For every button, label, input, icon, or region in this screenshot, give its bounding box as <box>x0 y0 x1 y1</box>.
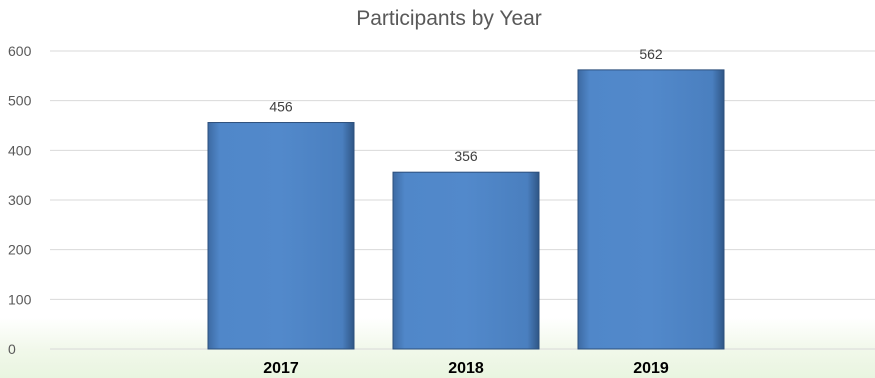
data-labels: 456 356 562 <box>269 46 663 164</box>
bar-2018 <box>392 171 540 350</box>
y-tick-label: 0 <box>8 341 16 357</box>
bars <box>207 69 725 350</box>
bar-2017 <box>207 122 355 350</box>
data-label-2017: 456 <box>269 99 293 115</box>
y-tick-label: 300 <box>8 192 32 208</box>
y-tick-label: 200 <box>8 242 32 258</box>
y-axis-ticks: 0 100 200 300 400 500 600 <box>8 43 32 357</box>
x-tick-label-2019: 2019 <box>633 360 669 377</box>
data-label-2019: 562 <box>639 46 663 62</box>
x-axis-ticks: 2017 2018 2019 <box>263 360 669 377</box>
x-tick-label-2018: 2018 <box>448 360 484 377</box>
bar-2019 <box>577 69 725 350</box>
y-tick-label: 600 <box>8 43 32 59</box>
y-tick-label: 500 <box>8 93 32 109</box>
data-label-2018: 356 <box>454 148 478 164</box>
x-tick-label-2017: 2017 <box>263 360 299 377</box>
y-tick-label: 400 <box>8 142 32 158</box>
chart-title: Participants by Year <box>356 7 542 30</box>
y-tick-label: 100 <box>8 291 32 307</box>
